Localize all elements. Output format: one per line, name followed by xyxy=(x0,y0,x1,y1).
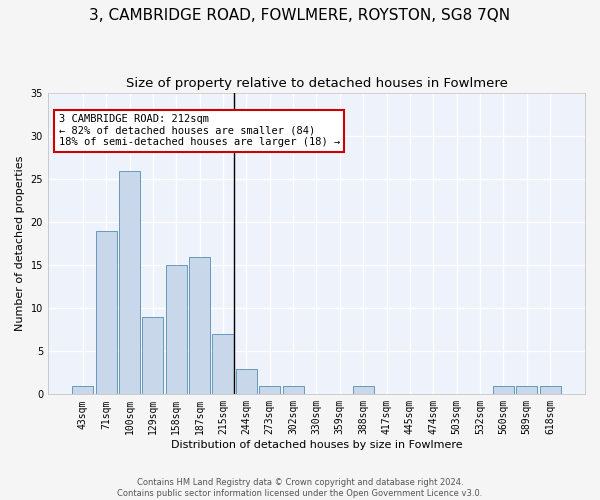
Bar xyxy=(166,265,187,394)
Text: 3, CAMBRIDGE ROAD, FOWLMERE, ROYSTON, SG8 7QN: 3, CAMBRIDGE ROAD, FOWLMERE, ROYSTON, SG… xyxy=(89,8,511,22)
Bar xyxy=(119,170,140,394)
Bar xyxy=(189,256,210,394)
Y-axis label: Number of detached properties: Number of detached properties xyxy=(15,156,25,332)
Bar xyxy=(236,368,257,394)
Bar xyxy=(259,386,280,394)
Bar xyxy=(142,317,163,394)
Bar xyxy=(353,386,374,394)
Text: 3 CAMBRIDGE ROAD: 212sqm
← 82% of detached houses are smaller (84)
18% of semi-d: 3 CAMBRIDGE ROAD: 212sqm ← 82% of detach… xyxy=(59,114,340,148)
Bar xyxy=(493,386,514,394)
Bar xyxy=(95,231,117,394)
Title: Size of property relative to detached houses in Fowlmere: Size of property relative to detached ho… xyxy=(125,78,508,90)
Bar xyxy=(283,386,304,394)
Text: Contains HM Land Registry data © Crown copyright and database right 2024.
Contai: Contains HM Land Registry data © Crown c… xyxy=(118,478,482,498)
Bar xyxy=(212,334,233,394)
Bar xyxy=(539,386,560,394)
Bar xyxy=(73,386,94,394)
Bar xyxy=(516,386,537,394)
X-axis label: Distribution of detached houses by size in Fowlmere: Distribution of detached houses by size … xyxy=(170,440,462,450)
